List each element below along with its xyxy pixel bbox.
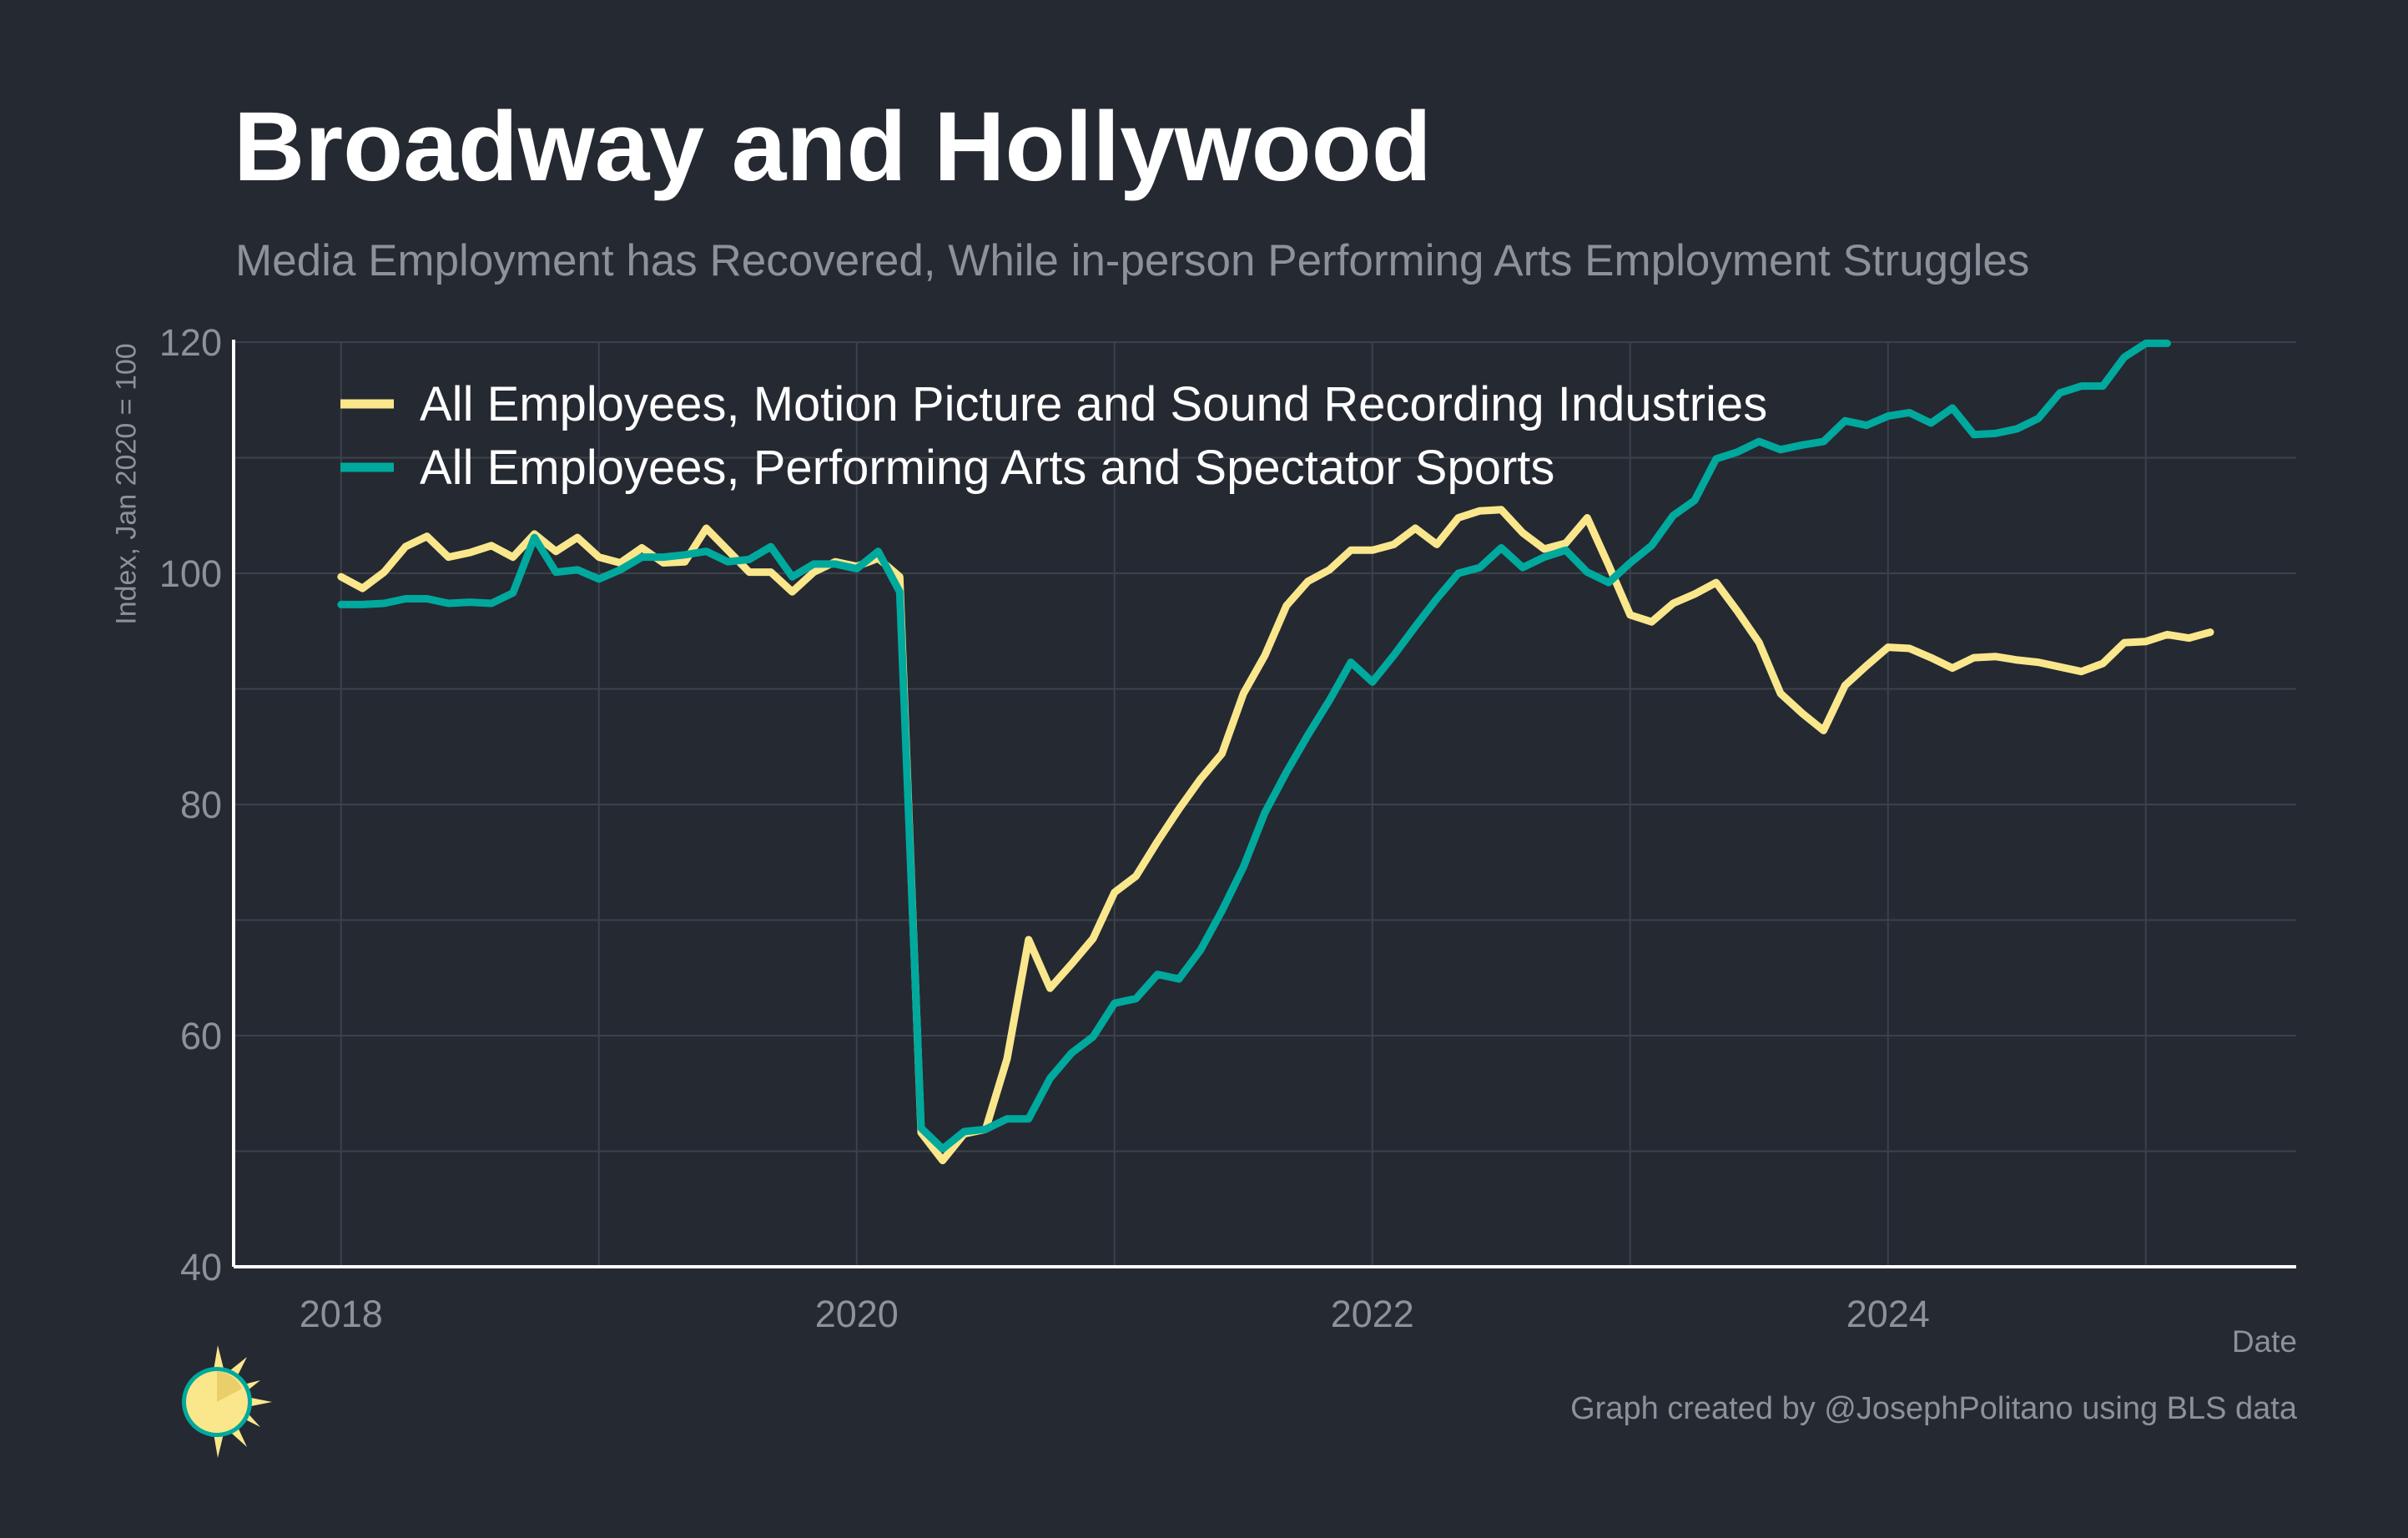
y-tick-label: 100 [159, 552, 222, 595]
sun-logo-icon [182, 1345, 272, 1458]
chart-subtitle: Media Employment has Recovered, While in… [235, 236, 2030, 285]
series-lines [337, 339, 2214, 1165]
y-tick-label: 80 [180, 784, 222, 826]
x-tick-label: 2022 [1331, 1293, 1414, 1335]
x-tick-label: 2018 [300, 1293, 383, 1335]
y-tick-label: 120 [159, 321, 222, 364]
legend-label-2: All Employees, Performing Arts and Spect… [420, 441, 1554, 495]
legend-label-1: All Employees, Motion Picture and Sound … [420, 377, 1767, 431]
legend: All Employees, Motion Picture and Sound … [340, 377, 1767, 495]
source-caption: Graph created by @JosephPolitano using B… [1570, 1391, 2297, 1426]
axes [232, 340, 2296, 1268]
series-line-2 [337, 339, 2171, 1153]
x-tick-label: 2024 [1846, 1293, 1930, 1335]
y-tick-label: 40 [180, 1246, 222, 1288]
series-line-1 [337, 506, 2214, 1165]
y-tick-label: 60 [180, 1015, 222, 1057]
x-tick-label: 2020 [815, 1293, 899, 1335]
chart-title: Broadway and Hollywood [234, 92, 1432, 202]
x-axis-title: Date [2231, 1324, 2297, 1359]
tick-labels: 40 60 80 100 120 2018 2020 2022 2024 [159, 321, 1930, 1335]
